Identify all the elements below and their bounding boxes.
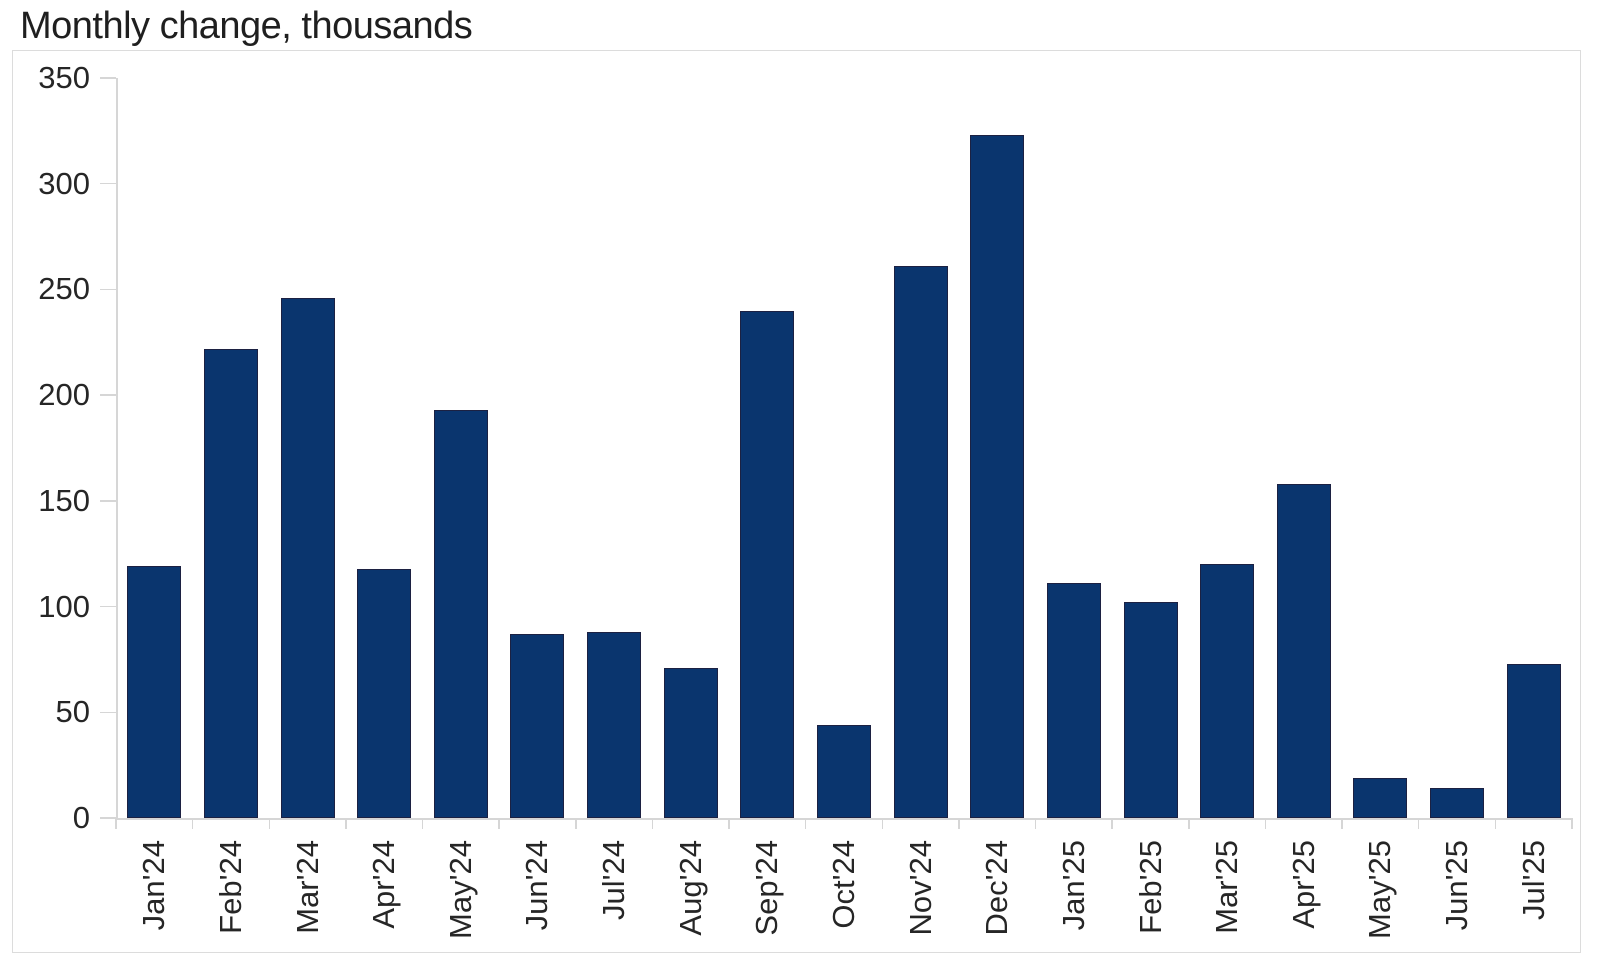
bar: [1123, 602, 1178, 818]
bar: [510, 634, 565, 818]
x-tick-label-text: Jun'25: [1439, 840, 1475, 931]
x-tick: [1494, 818, 1497, 829]
bar: [817, 724, 871, 818]
x-tick: [958, 818, 960, 829]
y-tick-label: 300: [38, 165, 90, 201]
x-tick-label: Jan'24: [136, 840, 172, 935]
bar: [433, 409, 488, 818]
x-tick: [498, 818, 500, 829]
bar: [893, 266, 948, 818]
x-tick-label: Jun'24: [519, 840, 555, 935]
x-tick: [1034, 818, 1037, 829]
bar: [280, 297, 335, 818]
y-tick-label: 250: [38, 271, 90, 307]
bar: [1276, 483, 1331, 818]
x-tick-label-text: Jan'24: [136, 840, 172, 931]
x-tick-label: Nov'24: [903, 840, 939, 941]
x-tick-label: Mar'24: [290, 840, 326, 939]
x-tick-label: Jan'25: [1056, 840, 1092, 935]
y-tick: [100, 394, 116, 396]
x-tick: [575, 818, 577, 829]
x-tick-label-text: Nov'24: [902, 840, 938, 936]
x-tick: [115, 818, 117, 829]
x-tick-label: Mar'25: [1209, 840, 1245, 939]
y-tick-label: 50: [55, 694, 90, 730]
x-tick-label-text: Jul'25: [1515, 840, 1551, 921]
x-tick-label-text: Jul'24: [596, 840, 632, 921]
y-tick: [100, 711, 116, 714]
bar: [740, 310, 795, 818]
y-tick: [100, 500, 116, 502]
x-tick: [728, 818, 730, 829]
x-tick-label: May'25: [1362, 840, 1398, 944]
bar: [970, 135, 1025, 818]
y-tick-label: 350: [38, 60, 90, 95]
chart-title: Monthly change, thousands: [20, 5, 473, 47]
x-tick-label: Feb'25: [1133, 840, 1169, 939]
x-tick-label-text: Oct'24: [826, 840, 861, 929]
bar: [587, 631, 642, 818]
x-tick-label-text: Mar'24: [289, 840, 325, 934]
bar: [1046, 583, 1101, 818]
x-tick-label: May'24: [443, 840, 479, 944]
x-tick: [1571, 818, 1573, 829]
x-tick-label: Oct'24: [826, 840, 862, 934]
x-tick-label-text: Dec'24: [979, 840, 1015, 936]
x-tick: [1111, 818, 1113, 829]
x-tick: [1417, 818, 1420, 829]
bar: [127, 566, 182, 818]
x-tick: [651, 818, 654, 829]
x-tick: [804, 818, 807, 829]
x-tick-label-text: Jan'25: [1055, 840, 1091, 931]
bar: [1506, 663, 1561, 818]
x-tick: [191, 818, 194, 829]
y-tick-label: 100: [38, 588, 90, 624]
x-tick: [1188, 818, 1190, 829]
x-tick-label-text: May'24: [442, 840, 478, 939]
x-tick-label-text: May'25: [1362, 840, 1398, 939]
x-tick-label-text: Aug'24: [672, 840, 708, 936]
x-tick-label-text: Jun'24: [519, 840, 555, 931]
x-tick-label: Aug'24: [673, 840, 709, 941]
x-tick-label-text: Feb'25: [1132, 840, 1168, 934]
x-tick-label: Apr'24: [366, 840, 402, 934]
x-tick-label: Sep'24: [749, 840, 785, 941]
x-tick-label: Jul'24: [596, 840, 632, 925]
bar: [663, 667, 718, 818]
y-axis-line: [116, 78, 118, 818]
x-tick-label: Apr'25: [1286, 840, 1322, 934]
x-tick-label: Dec'24: [979, 840, 1015, 941]
bar: [1430, 788, 1485, 818]
x-tick-label-text: Feb'24: [212, 840, 248, 934]
y-tick-label: 200: [38, 377, 90, 413]
y-tick: [100, 605, 116, 608]
x-tick-label-text: Mar'25: [1209, 840, 1245, 934]
x-tick-label-text: Apr'25: [1285, 840, 1321, 929]
x-tick-label-text: Sep'24: [749, 840, 785, 936]
bar: [1200, 564, 1255, 818]
x-tick: [1264, 818, 1267, 829]
x-tick: [421, 818, 424, 829]
x-tick-label-text: Apr'24: [366, 840, 402, 929]
x-tick: [345, 818, 347, 829]
y-tick: [100, 817, 116, 819]
y-tick-label: 0: [72, 800, 90, 835]
x-axis-line: [116, 818, 1572, 820]
x-tick: [1341, 818, 1343, 829]
y-tick: [100, 182, 116, 185]
bar: [357, 568, 412, 818]
bar: [203, 348, 258, 818]
x-tick-label: Jun'25: [1439, 840, 1475, 935]
y-tick-label: 150: [38, 482, 90, 518]
x-tick: [268, 818, 270, 829]
x-tick-label: Jul'25: [1516, 840, 1552, 925]
x-tick-label: Feb'24: [213, 840, 249, 939]
bar: [1353, 777, 1408, 818]
y-tick: [100, 288, 116, 291]
y-tick: [100, 77, 116, 79]
x-tick: [881, 818, 884, 829]
